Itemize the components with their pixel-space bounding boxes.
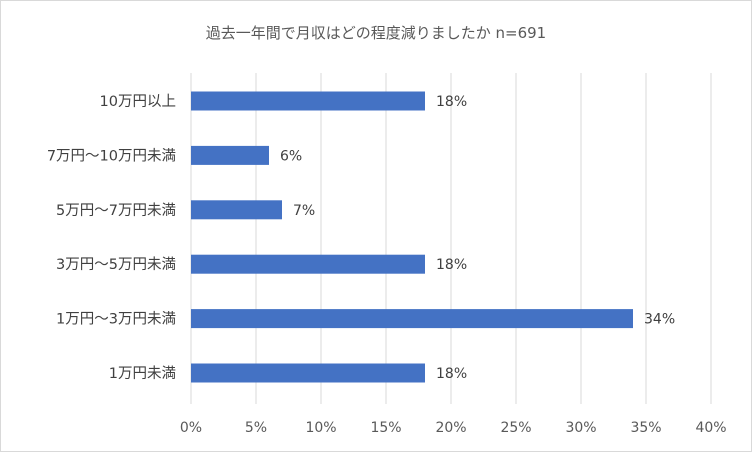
x-tick-label: 10%: [305, 420, 336, 436]
x-tick-label: 0%: [180, 420, 202, 436]
category-label: 1万円～3万円未満: [56, 311, 176, 328]
data-label: 18%: [436, 94, 467, 110]
x-tick-label: 40%: [695, 420, 726, 436]
bar: [191, 363, 425, 383]
category-label: 1万円未満: [109, 365, 176, 382]
data-label: 18%: [436, 366, 467, 382]
data-labels: 18% 6% 7% 18% 34% 18%: [280, 94, 675, 382]
chart-title: 過去一年間で月収はどの程度減りましたか n=691: [206, 24, 546, 42]
data-label: 6%: [280, 148, 302, 164]
gridlines: [190, 73, 712, 404]
x-tick-label: 20%: [435, 420, 466, 436]
category-label: 10万円以上: [100, 93, 176, 110]
category-label: 5万円～7万円未満: [56, 202, 176, 219]
category-label: 3万円～5万円未満: [56, 256, 176, 273]
bar: [191, 254, 425, 274]
bars: [191, 91, 633, 383]
category-labels: 10万円以上 7万円～10万円未満 5万円～7万円未満 3万円～5万円未満 1万円～3万…: [47, 93, 176, 382]
category-label: 7万円～10万円未満: [47, 147, 176, 164]
data-label: 34%: [644, 312, 675, 328]
bar: [191, 91, 425, 111]
x-tick-label: 35%: [630, 420, 661, 436]
x-axis-ticks: 0% 5% 10% 15% 20% 25% 30% 35% 40%: [180, 420, 727, 436]
data-label: 18%: [436, 257, 467, 273]
bar: [191, 200, 282, 220]
x-tick-label: 25%: [500, 420, 531, 436]
x-tick-label: 5%: [245, 420, 267, 436]
data-label: 7%: [293, 203, 315, 219]
x-tick-label: 30%: [565, 420, 596, 436]
bar: [191, 309, 633, 329]
x-tick-label: 15%: [370, 420, 401, 436]
bar: [191, 145, 269, 165]
